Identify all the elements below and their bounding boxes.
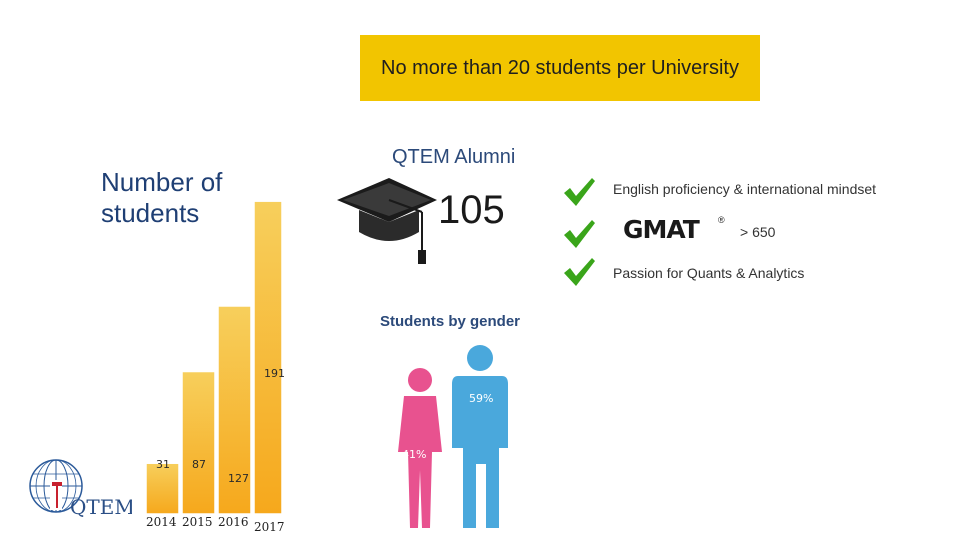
chart-title: Number of students — [101, 167, 223, 228]
bar-value-label: 127 — [228, 472, 249, 485]
male-figure-icon — [452, 345, 508, 528]
alumni-count: 105 — [438, 188, 505, 232]
banner-text: No more than 20 students per University — [381, 56, 739, 79]
alumni-title: QTEM Alumni — [392, 146, 516, 168]
checkmark-icon — [564, 258, 595, 286]
tick-label: 2016 — [218, 515, 249, 529]
bar-value-label: 31 — [156, 458, 170, 471]
requirement-quants: Passion for Quants & Analytics — [613, 265, 805, 281]
banner: No more than 20 students per University — [360, 35, 760, 101]
gmat-registered-mark: ® — [718, 215, 725, 225]
tick-label: 2014 — [146, 515, 177, 529]
qtem-logo: QTEM — [29, 459, 132, 519]
gender-title: Students by gender — [380, 313, 521, 330]
female-figure-icon — [398, 368, 442, 528]
female-percentage: 41% — [402, 448, 426, 461]
tick-label: 2015 — [182, 515, 213, 529]
gmat-logo: GMAT — [623, 215, 700, 244]
tick-label: 2017 — [254, 520, 285, 534]
bar-2017 — [253, 200, 283, 515]
bar-2014 — [145, 462, 180, 515]
male-percentage: 59% — [469, 392, 493, 405]
bar-value-label: 191 — [264, 367, 285, 380]
requirement-gmat-score: > 650 — [740, 224, 776, 240]
bar-2015 — [181, 370, 216, 515]
checkmark-icon — [564, 220, 595, 248]
requirement-english: English proficiency & international mind… — [613, 181, 877, 197]
gender-figures: 59% 41% — [398, 345, 508, 528]
checkmark-icon — [564, 178, 595, 206]
logo-text: QTEM — [70, 495, 132, 519]
bar-2016 — [217, 305, 252, 515]
graduation-cap-icon — [337, 178, 437, 264]
bar-value-label: 87 — [192, 458, 206, 471]
